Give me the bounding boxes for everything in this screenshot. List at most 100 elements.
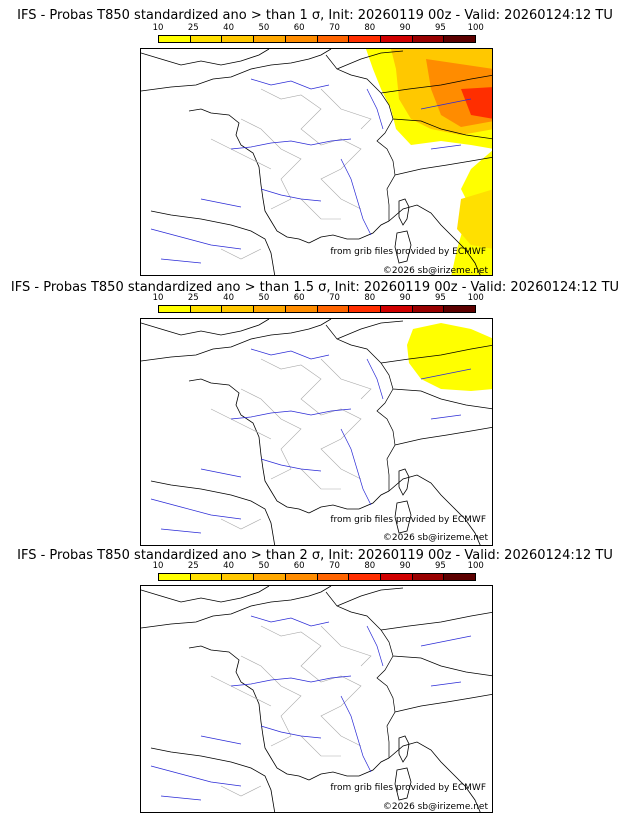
- colorbar-segment: [222, 36, 255, 42]
- colorbar-tick-label: 70: [329, 293, 340, 303]
- coastline-uk: [141, 586, 270, 603]
- colorbar-segment: [380, 306, 413, 312]
- colorbar-segment: [285, 574, 318, 580]
- colorbar-tick-label: 100: [467, 293, 484, 303]
- colorbar-segment: [222, 574, 255, 580]
- colorbar-segment: [317, 574, 350, 580]
- panel-1-5sigma: IFS - Probas T850 standardized ano > tha…: [0, 276, 630, 548]
- colorbar-segment: [254, 306, 286, 312]
- coastline-france: [141, 49, 390, 244]
- region-borders: [210, 88, 372, 260]
- colorbar-tick-label: 60: [293, 293, 305, 303]
- colorbar-tick-label: 100: [467, 23, 484, 33]
- colorbar-segment: [412, 36, 445, 42]
- colorbar-ticks: 10 25 40 50 60 70 80 90 95 100: [0, 561, 630, 573]
- probability-map: from grib files provided by ECMWF ©2026 …: [140, 585, 493, 813]
- colorbar-segment: [444, 574, 476, 580]
- colorbar-segment: [380, 36, 413, 42]
- colorbar-tick-label: 90: [399, 561, 411, 571]
- colorbar-tick-label: 80: [364, 561, 376, 571]
- coastline-italy: [388, 204, 481, 275]
- coastline-italy: [388, 474, 481, 545]
- colorbar-tick-label: 25: [187, 561, 199, 571]
- colorbar-tick-label: 95: [434, 293, 446, 303]
- colorbar-segment: [222, 306, 255, 312]
- coastline-france: [141, 586, 390, 781]
- colorbar-segment: [349, 36, 381, 42]
- colorbar-segment: [190, 574, 223, 580]
- colorbar-segment: [412, 574, 445, 580]
- colorbar-tick-label: 50: [258, 293, 270, 303]
- country-borders: [325, 587, 492, 758]
- colorbar-segment: [317, 36, 350, 42]
- colorbar-tick-label: 90: [399, 23, 411, 33]
- colorbar-tick-label: 70: [329, 23, 340, 33]
- colorbar-segment: [254, 36, 286, 42]
- sardinia-outline: [394, 500, 412, 534]
- colorbar-segment: [444, 36, 476, 42]
- colorbar-tick-label: 50: [258, 23, 270, 33]
- map-svg: [141, 49, 492, 275]
- colorbar-tick-label: 25: [187, 23, 199, 33]
- colorbar-tick-label: 80: [364, 23, 376, 33]
- rivers: [150, 615, 472, 801]
- corsica-outline: [398, 198, 410, 226]
- panel-title: IFS - Probas T850 standardized ano > tha…: [17, 8, 613, 23]
- panel-title: IFS - Probas T850 standardized ano > tha…: [10, 280, 620, 295]
- coastline-iberia: [150, 210, 276, 275]
- panel-title: IFS - Probas T850 standardized ano > tha…: [17, 548, 613, 563]
- colorbar-segment: [285, 306, 318, 312]
- colorbar-tick-label: 10: [152, 293, 164, 303]
- coastline-france: [141, 319, 390, 514]
- colorbar-segment: [444, 306, 476, 312]
- coastline-italy: [388, 741, 481, 812]
- colorbar-tick-label: 60: [293, 561, 305, 571]
- colorbar-segment: [285, 36, 318, 42]
- probability-map: from grib files provided by ECMWF ©2026 …: [140, 48, 493, 276]
- corsica-outline: [398, 735, 410, 763]
- colorbar-segment: [159, 36, 191, 42]
- map-svg: [141, 319, 492, 545]
- colorbar-tick-label: 95: [434, 561, 446, 571]
- colorbar-tick-label: 95: [434, 23, 446, 33]
- coastline-uk: [141, 49, 270, 66]
- colorbar-segment: [380, 574, 413, 580]
- colorbar-tick-label: 60: [293, 23, 305, 33]
- colorbar-tick-label: 70: [329, 561, 340, 571]
- sardinia-outline: [394, 230, 412, 264]
- colorbar-segment: [349, 306, 381, 312]
- colorbar-segment: [317, 306, 350, 312]
- country-borders: [325, 50, 492, 221]
- credit-text: from grib files provided by ECMWF: [330, 515, 486, 525]
- copyright-text: ©2026 sb@irizeme.net: [382, 802, 488, 812]
- colorbar-tick-label: 10: [152, 561, 164, 571]
- colorbar-tick-label: 40: [223, 23, 235, 33]
- colorbar-tick-label: 40: [223, 561, 235, 571]
- region-borders: [210, 358, 372, 530]
- colorbar-segment: [190, 36, 223, 42]
- colorbar-tick-label: 50: [258, 561, 270, 571]
- colorbar-segment: [159, 306, 191, 312]
- anomaly-area-10: [407, 323, 492, 391]
- colorbar-tick-label: 100: [467, 561, 484, 571]
- colorbar-ticks: 10 25 40 50 60 70 80 90 95 100: [0, 293, 630, 305]
- colorbar: [158, 305, 476, 313]
- colorbar-tick-label: 10: [152, 23, 164, 33]
- coastline-iberia: [150, 747, 276, 812]
- credit-text: from grib files provided by ECMWF: [330, 247, 486, 257]
- panel-1sigma: IFS - Probas T850 standardized ano > tha…: [0, 0, 630, 278]
- colorbar-tick-label: 40: [223, 293, 235, 303]
- copyright-text: ©2026 sb@irizeme.net: [382, 266, 488, 276]
- colorbar: [158, 573, 476, 581]
- anomaly-area-25: [457, 189, 492, 249]
- rivers: [150, 78, 472, 264]
- colorbar-tick-label: 25: [187, 293, 199, 303]
- colorbar: [158, 35, 476, 43]
- colorbar-tick-label: 80: [364, 293, 376, 303]
- anomaly-area-80: [461, 87, 492, 119]
- colorbar-segment: [412, 306, 445, 312]
- colorbar-segment: [349, 574, 381, 580]
- credit-text: from grib files provided by ECMWF: [330, 783, 486, 793]
- colorbar-tick-label: 90: [399, 293, 411, 303]
- panel-2sigma: IFS - Probas T850 standardized ano > tha…: [0, 544, 630, 828]
